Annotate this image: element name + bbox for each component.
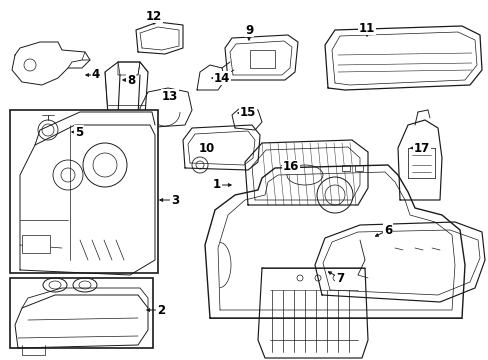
Text: 5: 5 — [75, 126, 83, 139]
Text: 16: 16 — [282, 161, 299, 174]
Bar — [10, 278, 153, 348]
Text: 6: 6 — [383, 224, 391, 237]
Text: 17: 17 — [413, 141, 429, 154]
Text: 9: 9 — [244, 23, 253, 36]
Bar — [341, 165, 349, 171]
Text: 7: 7 — [335, 271, 344, 284]
Text: 4: 4 — [92, 68, 100, 81]
Text: 11: 11 — [358, 22, 374, 35]
Text: 10: 10 — [199, 141, 215, 154]
Text: 8: 8 — [126, 73, 135, 86]
Text: 1: 1 — [212, 179, 221, 192]
Text: 3: 3 — [171, 194, 179, 207]
Bar — [354, 165, 362, 171]
Text: 13: 13 — [162, 90, 178, 103]
Bar — [10, 110, 158, 273]
Text: 14: 14 — [213, 72, 230, 85]
Text: 12: 12 — [145, 9, 162, 22]
Text: 15: 15 — [239, 107, 256, 120]
Bar — [249, 50, 274, 68]
Text: 2: 2 — [157, 303, 165, 316]
Bar — [22, 235, 50, 253]
